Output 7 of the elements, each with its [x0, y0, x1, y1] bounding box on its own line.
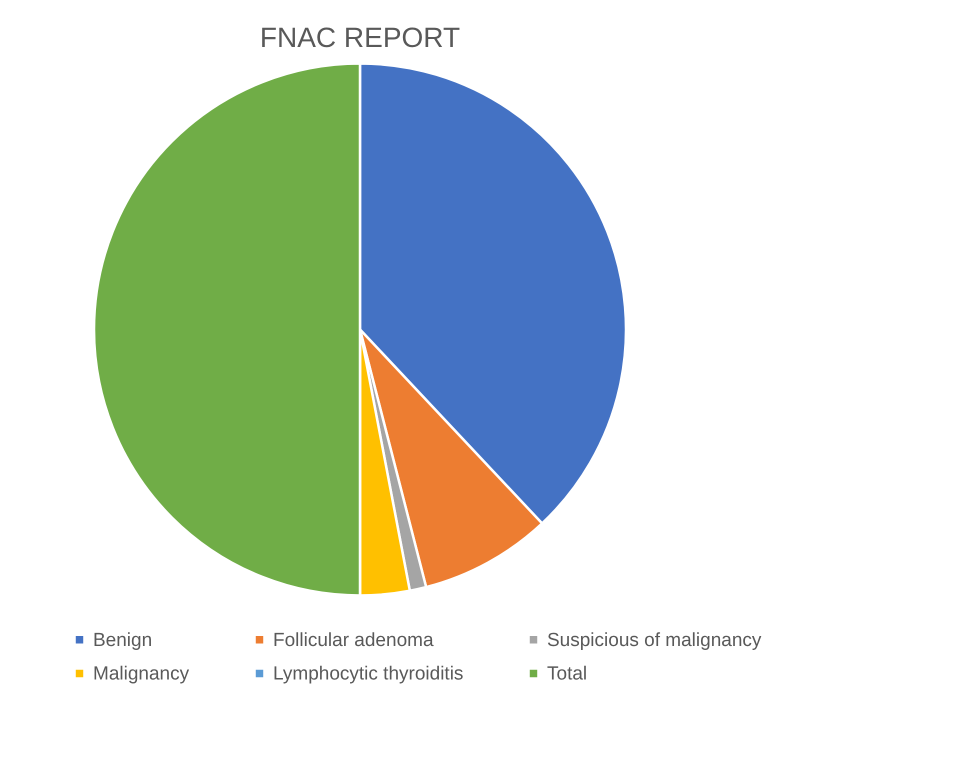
legend-label: Lymphocytic thyroiditis — [273, 664, 464, 684]
legend-label: Total — [547, 664, 588, 684]
legend-label: Suspicious of malignancy — [547, 630, 762, 651]
legend-label: Benign — [93, 630, 152, 651]
legend-label: Follicular adenoma — [273, 630, 434, 651]
chart-title: FNAC REPORT — [260, 22, 460, 53]
legend-label: Malignancy — [93, 664, 190, 684]
